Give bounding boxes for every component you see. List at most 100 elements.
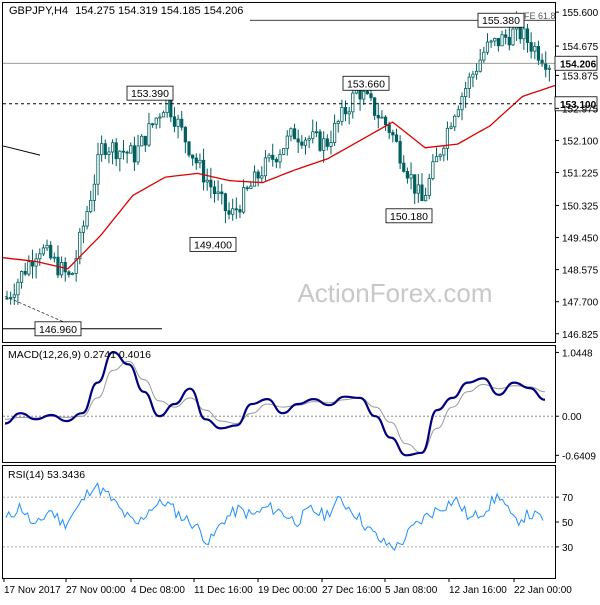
- candle-body: [12, 294, 16, 298]
- candle-body: [100, 143, 104, 156]
- candle-body: [536, 45, 541, 61]
- candle-body: [231, 208, 235, 215]
- candle-body: [547, 67, 551, 70]
- rsi-line: [5, 482, 544, 552]
- candle-body: [223, 193, 227, 212]
- candle-body: [121, 150, 126, 153]
- candle-body: [322, 138, 326, 151]
- candle-body: [474, 70, 479, 75]
- candle-body: [172, 116, 177, 127]
- candle-body: [238, 209, 242, 213]
- candle-body: [489, 40, 493, 43]
- candle-body: [413, 174, 417, 194]
- annotation-box: [34, 321, 82, 337]
- candle-body: [496, 37, 501, 47]
- annotation-box: [385, 208, 433, 224]
- candle-body: [303, 139, 308, 146]
- candle-body: [460, 96, 464, 111]
- candle-body: [45, 244, 49, 249]
- candle-body: [143, 135, 147, 146]
- candle-body: [78, 231, 82, 260]
- candle-body: [271, 154, 275, 160]
- candle-body: [504, 34, 508, 38]
- price-y-tick-label: 149.450: [562, 234, 599, 245]
- candle-body: [263, 157, 268, 177]
- current-price-box-label: 154.206: [560, 59, 597, 70]
- rsi-y-tick-label: 70: [562, 493, 574, 504]
- candle-body: [180, 118, 184, 128]
- price-y-tick-label: 146.825: [562, 330, 599, 341]
- candle-body: [74, 258, 78, 274]
- x-tick-label: 19 Dec 00:00: [258, 585, 318, 596]
- annotation-label: 149.400: [194, 239, 232, 251]
- candle-body: [227, 210, 231, 215]
- candle-body: [278, 153, 282, 163]
- macd-line: [4, 350, 546, 457]
- price-y-tick-label: 147.700: [562, 298, 599, 309]
- macd-panel-label: MACD(12,26,9) 0.2741 0.4016: [8, 349, 151, 361]
- candle-body: [216, 191, 220, 195]
- candle-body: [274, 158, 278, 163]
- candle-body: [67, 271, 71, 276]
- candle-body: [420, 184, 424, 202]
- price-y-tick-label: 151.225: [562, 169, 599, 180]
- candle-body: [336, 120, 340, 124]
- candle-body: [362, 90, 366, 100]
- candle-body: [471, 73, 475, 78]
- candle-body: [212, 186, 217, 195]
- candle-body: [41, 247, 46, 255]
- candle-body: [478, 59, 482, 72]
- candle-body: [125, 151, 129, 154]
- candle-body: [314, 131, 319, 134]
- price-y-tick-label: 154.675: [562, 42, 599, 53]
- price-y-tick-label: 150.325: [562, 201, 599, 212]
- annotation-label: 146.960: [39, 324, 77, 336]
- annotation-label: 153.390: [131, 88, 169, 100]
- candle-body: [96, 154, 100, 185]
- dashed-trend-line: [4, 295, 81, 330]
- annotation-label: 150.180: [390, 211, 428, 223]
- trend-segment: [2, 145, 41, 156]
- candle-body: [405, 171, 410, 179]
- candle-body: [431, 161, 435, 179]
- macd-panel-frame: [2, 345, 556, 463]
- horizontal-line-box: [554, 96, 598, 112]
- candle-body: [60, 262, 64, 276]
- candle-body: [387, 124, 391, 133]
- candle-body: [533, 45, 537, 52]
- candle-body: [89, 199, 93, 212]
- x-tick-label: 12 Jan 16:00: [449, 585, 507, 596]
- candle-body: [5, 297, 9, 300]
- current-price-box: [554, 55, 598, 71]
- candle-body: [245, 187, 249, 190]
- candle-body: [300, 141, 304, 146]
- price-y-tick-label: 155.600: [562, 8, 599, 19]
- price-y-tick-label: 152.100: [562, 136, 599, 147]
- candle-body: [209, 179, 213, 188]
- rsi-panel-label: RSI(14) 53.3436: [8, 469, 85, 481]
- x-tick-label: 11 Dec 16:00: [194, 585, 253, 596]
- candle-body: [176, 118, 180, 127]
- candle-body: [92, 183, 96, 201]
- candle-body: [110, 142, 115, 153]
- candle-body: [373, 97, 377, 116]
- macd-y-tick-label: 1.0448: [562, 348, 593, 359]
- candle-body: [289, 128, 293, 137]
- candle-body: [161, 112, 166, 118]
- annotation-box: [126, 85, 174, 101]
- candle-body: [118, 150, 122, 160]
- candle-body: [329, 142, 333, 147]
- candle-body: [114, 142, 118, 160]
- candle-body: [544, 63, 548, 70]
- candle-body: [19, 271, 24, 283]
- candle-body: [325, 138, 329, 147]
- annotation-label: 153.660: [347, 78, 385, 90]
- x-tick-label: 5 Jan 08:00: [385, 585, 438, 596]
- macd-y-tick-label: -0.6409: [562, 451, 596, 462]
- candle-body: [307, 138, 311, 141]
- candle-body: [63, 262, 67, 273]
- candle-body: [351, 92, 355, 113]
- candle-body: [241, 187, 246, 213]
- macd-y-tick-label: 0.00: [562, 412, 582, 423]
- candle-body: [70, 273, 75, 276]
